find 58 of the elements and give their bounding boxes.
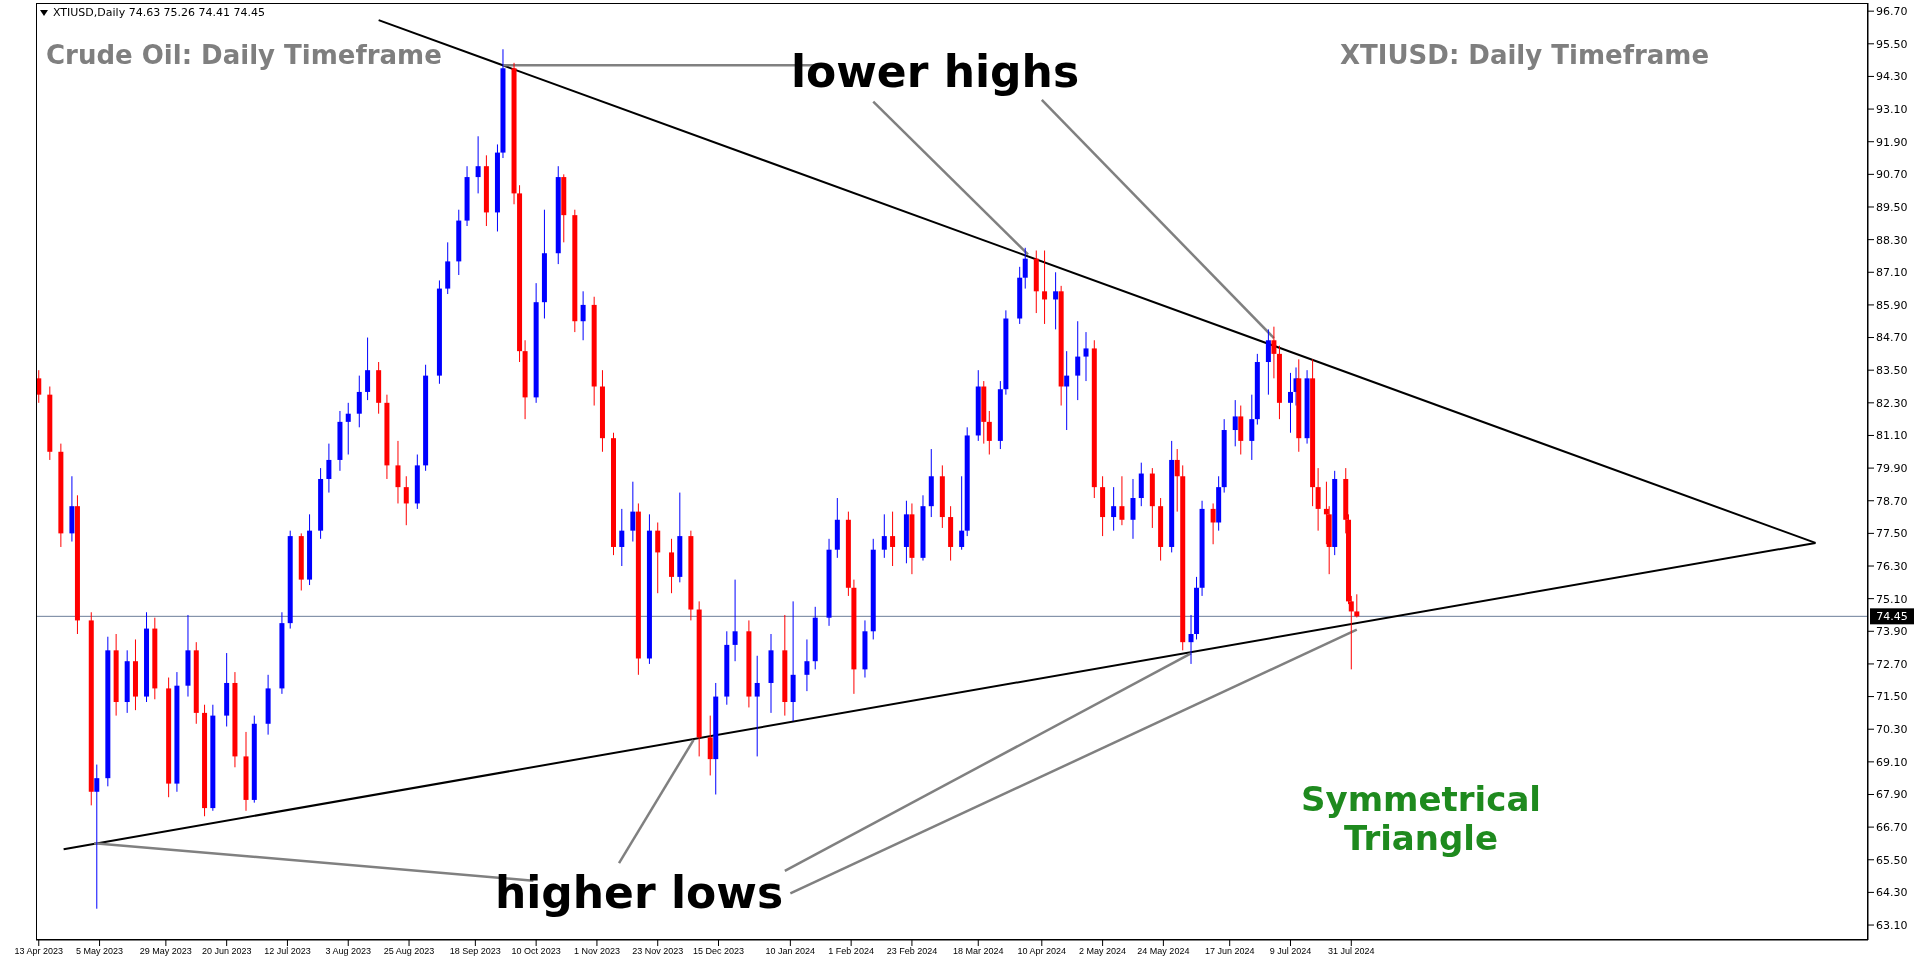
x-tick-label: 31 Jul 2024: [1328, 946, 1375, 957]
y-tick-label: 90.70: [1876, 168, 1908, 182]
x-tick-label: 13 Apr 2023: [14, 946, 64, 957]
x-tick-label: 3 Aug 2023: [325, 946, 372, 957]
y-tick-label: 83.50: [1876, 364, 1908, 378]
y-tick-label: 78.70: [1876, 494, 1908, 508]
x-tick-label: 23 Nov 2023: [632, 946, 684, 957]
y-tick-label: 96.70: [1876, 5, 1908, 19]
text: XTIUSD: Daily Timeframe: [1340, 40, 1710, 70]
x-tick-label: 5 May 2023: [76, 946, 124, 957]
y-tick-label: 93.10: [1876, 102, 1908, 116]
x-tick-label: 20 Jun 2023: [201, 946, 252, 957]
y-tick-label: 89.50: [1876, 200, 1908, 214]
x-tick-label: 15 Dec 2023: [692, 946, 745, 957]
x-tick-label: 18 Sep 2023: [449, 946, 501, 957]
x-tick-label: 23 Feb 2024: [886, 946, 938, 957]
ref-line-label: 74.45: [1876, 610, 1908, 624]
y-tick-label: 85.90: [1876, 298, 1908, 312]
x-tick-label: 24 May 2024: [1137, 946, 1190, 957]
annotation: Symmetrical Triangle: [1300, 778, 1542, 859]
x-tick-label: 1 Nov 2023: [573, 946, 620, 957]
y-tick-label: 79.90: [1876, 462, 1908, 476]
annotation: lower highs: [789, 45, 1081, 98]
y-tick-label: 95.50: [1876, 37, 1908, 51]
y-tick-label: 81.10: [1876, 429, 1908, 443]
y-tick-label: 69.10: [1876, 755, 1908, 769]
y-tick-label: 77.50: [1876, 527, 1908, 541]
x-tick-label: 10 Jan 2024: [765, 946, 816, 957]
y-tick-label: 76.30: [1876, 559, 1908, 573]
y-tick-label: 67.90: [1876, 788, 1908, 802]
x-tick-label: 2 May 2024: [1079, 946, 1127, 957]
x-tick-label: 25 Aug 2023: [383, 946, 435, 957]
y-tick-label: 64.30: [1876, 886, 1908, 900]
y-tick-label: 88.30: [1876, 233, 1908, 247]
y-tick-label: 65.50: [1876, 853, 1908, 867]
y-tick-label: 75.10: [1876, 592, 1908, 606]
x-tick-label: 10 Oct 2023: [511, 946, 561, 957]
y-tick-label: 87.10: [1876, 266, 1908, 280]
x-tick-label: 9 Jul 2024: [1269, 946, 1312, 957]
y-tick-label: 84.70: [1876, 331, 1908, 345]
text: Crude Oil: Daily Timeframe: [46, 40, 442, 70]
x-tick-label: 29 May 2023: [139, 946, 192, 957]
x-tick-label: 1 Feb 2024: [828, 946, 874, 957]
y-tick-label: 70.30: [1876, 723, 1908, 737]
y-tick-label: 73.90: [1876, 625, 1908, 639]
y-tick-label: 71.50: [1876, 690, 1908, 704]
y-tick-label: 66.70: [1876, 821, 1908, 835]
y-tick-label: 91.90: [1876, 135, 1908, 149]
y-tick-label: 72.70: [1876, 657, 1908, 671]
annotation: higher lows: [493, 866, 785, 919]
y-tick-label: 82.30: [1876, 396, 1908, 410]
y-tick-label: 94.30: [1876, 70, 1908, 84]
x-tick-label: 17 Jun 2024: [1204, 946, 1255, 957]
x-tick-label: 18 Mar 2024: [952, 946, 1004, 957]
x-tick-label: 12 Jul 2023: [264, 946, 311, 957]
annotation: XTIUSD,Daily 74.63 75.26 74.41 74.45: [53, 6, 266, 19]
y-tick-label: 63.10: [1876, 918, 1908, 932]
x-tick-label: 10 Apr 2024: [1017, 946, 1067, 957]
